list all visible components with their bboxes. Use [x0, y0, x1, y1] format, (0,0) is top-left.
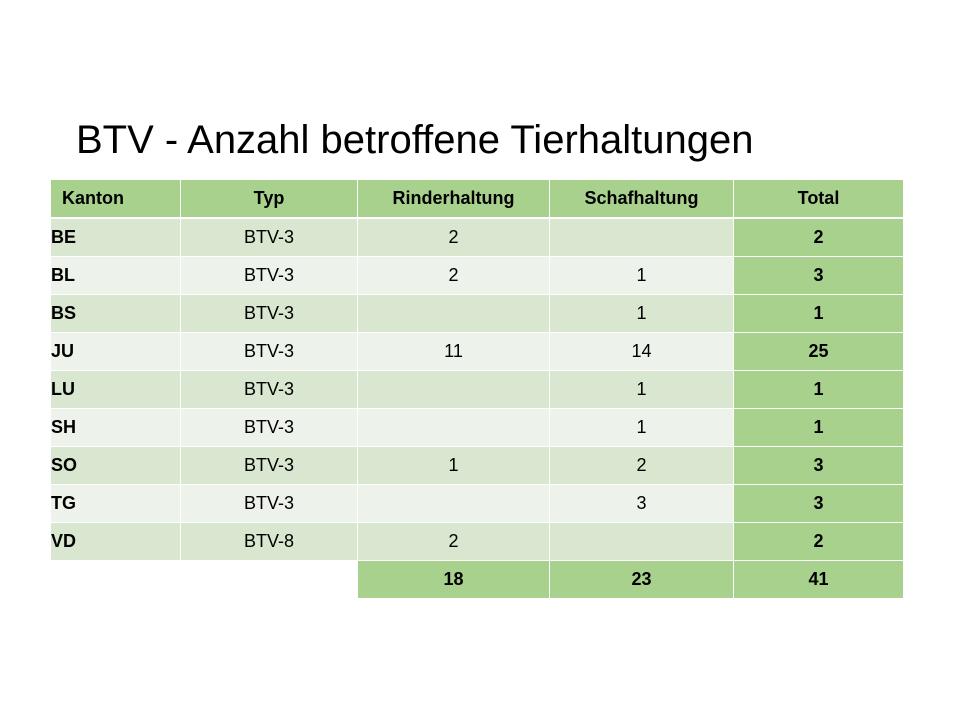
table-row: VD BTV-8 2 2: [50, 522, 904, 561]
cell-typ: BTV-3: [180, 446, 358, 485]
cell-rinderhaltung: 2: [357, 522, 550, 561]
cell-typ: BTV-3: [180, 484, 358, 523]
cell-total: 1: [733, 294, 904, 333]
cell-kanton: BL: [50, 256, 181, 295]
cell-kanton: VD: [50, 522, 181, 561]
table-row: SH BTV-3 1 1: [50, 408, 904, 447]
cell-kanton: SO: [50, 446, 181, 485]
cell-schafhaltung: 14: [549, 332, 734, 371]
cell-typ: BTV-3: [180, 294, 358, 333]
cell-typ: BTV-3: [180, 370, 358, 409]
cell-rinderhaltung: [357, 370, 550, 409]
cell-rinderhaltung: 1: [357, 446, 550, 485]
cell-schafhaltung: 3: [549, 484, 734, 523]
cell-kanton: BE: [50, 217, 181, 257]
empty-cell: [180, 560, 358, 599]
cell-kanton: TG: [50, 484, 181, 523]
cell-total: 1: [733, 370, 904, 409]
cell-total: 3: [733, 484, 904, 523]
cell-typ: BTV-3: [180, 332, 358, 371]
header-total: Total: [733, 179, 904, 219]
cell-rinderhaltung: 11: [357, 332, 550, 371]
cell-kanton: SH: [50, 408, 181, 447]
cell-typ: BTV-8: [180, 522, 358, 561]
sum-schafhaltung: 23: [549, 560, 734, 599]
cell-schafhaltung: 1: [549, 294, 734, 333]
header-typ: Typ: [180, 179, 358, 219]
header-kanton: Kanton: [50, 179, 181, 219]
header-schafhaltung: Schafhaltung: [549, 179, 734, 219]
sum-total: 41: [733, 560, 904, 599]
cell-total: 2: [733, 522, 904, 561]
cell-kanton: BS: [50, 294, 181, 333]
cases-table: Kanton Typ Rinderhaltung Schafhaltung To…: [50, 179, 904, 599]
cell-rinderhaltung: [357, 294, 550, 333]
table-row: BL BTV-3 2 1 3: [50, 256, 904, 295]
table-row: TG BTV-3 3 3: [50, 484, 904, 523]
cell-total: 1: [733, 408, 904, 447]
cell-typ: BTV-3: [180, 256, 358, 295]
cell-total: 25: [733, 332, 904, 371]
sum-rinderhaltung: 18: [357, 560, 550, 599]
cell-schafhaltung: 1: [549, 408, 734, 447]
table-row: BE BTV-3 2 2: [50, 217, 904, 257]
table-row: LU BTV-3 1 1: [50, 370, 904, 409]
table-row: SO BTV-3 1 2 3: [50, 446, 904, 485]
cell-schafhaltung: 1: [549, 370, 734, 409]
sum-row: 18 23 41: [50, 560, 904, 599]
cell-rinderhaltung: [357, 408, 550, 447]
header-rinderhaltung: Rinderhaltung: [357, 179, 550, 219]
cell-typ: BTV-3: [180, 217, 358, 257]
header-row: Kanton Typ Rinderhaltung Schafhaltung To…: [50, 179, 904, 219]
table-row: BS BTV-3 1 1: [50, 294, 904, 333]
cell-schafhaltung: 1: [549, 256, 734, 295]
cell-rinderhaltung: [357, 484, 550, 523]
empty-cell: [50, 560, 181, 599]
cell-typ: BTV-3: [180, 408, 358, 447]
cell-total: 3: [733, 446, 904, 485]
cell-total: 3: [733, 256, 904, 295]
cell-kanton: LU: [50, 370, 181, 409]
cell-kanton: JU: [50, 332, 181, 371]
cell-rinderhaltung: 2: [357, 217, 550, 257]
cell-schafhaltung: [549, 522, 734, 561]
slide-title: BTV - Anzahl betroffene Tierhaltungen: [76, 118, 754, 162]
cell-schafhaltung: 2: [549, 446, 734, 485]
cell-total: 2: [733, 217, 904, 257]
cell-rinderhaltung: 2: [357, 256, 550, 295]
table-row: JU BTV-3 11 14 25: [50, 332, 904, 371]
cell-schafhaltung: [549, 217, 734, 257]
